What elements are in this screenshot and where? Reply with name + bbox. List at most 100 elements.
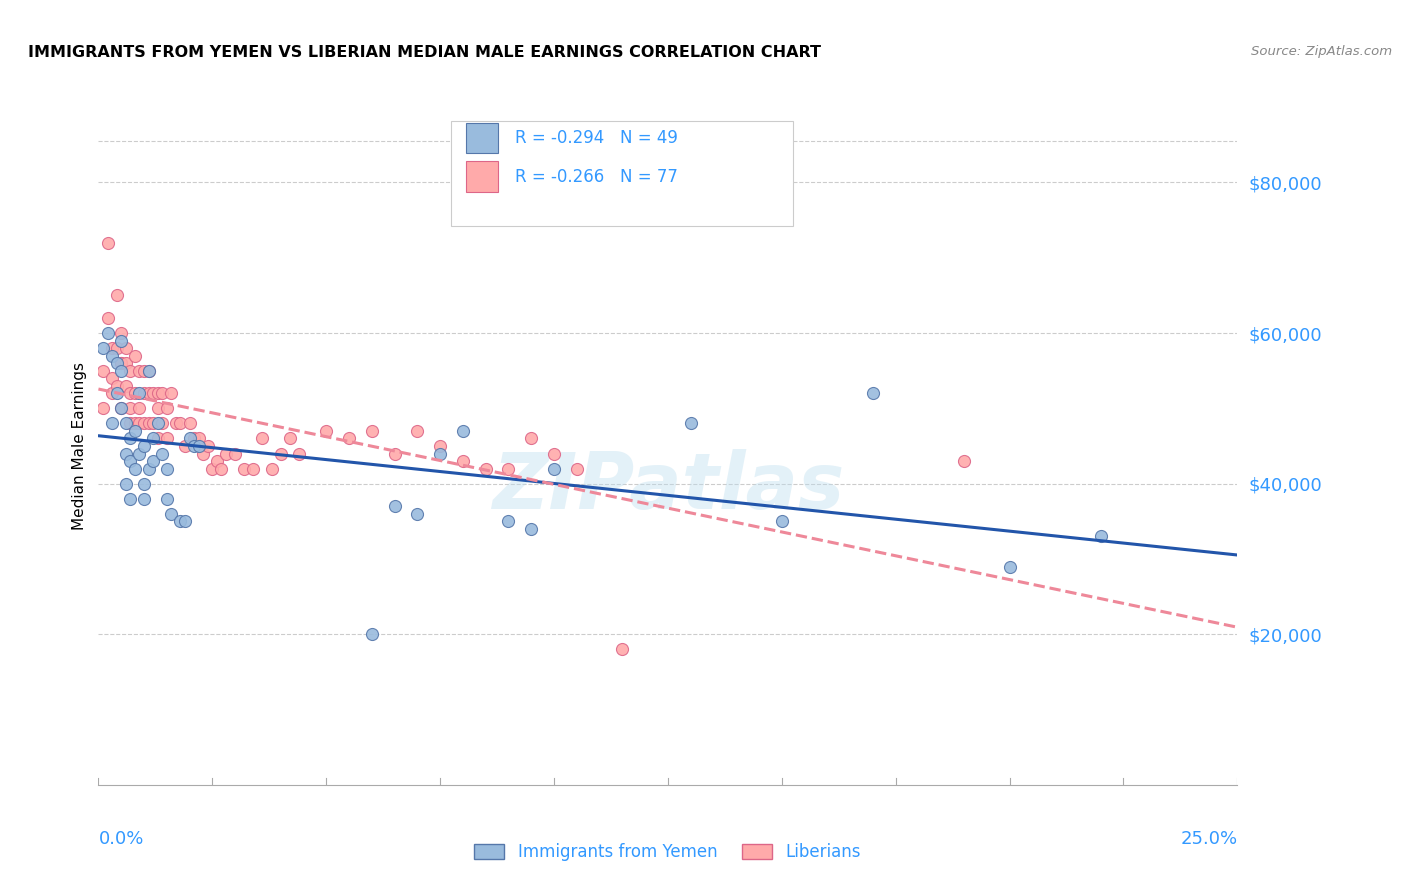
- Point: [174, 514, 197, 528]
- Point: [242, 461, 264, 475]
- Point: [233, 461, 256, 475]
- Point: [165, 417, 187, 431]
- Point: [105, 378, 128, 392]
- Point: [179, 417, 201, 431]
- Point: [156, 401, 179, 416]
- Point: [160, 386, 183, 401]
- Point: [114, 417, 136, 431]
- Point: [543, 461, 565, 475]
- Point: [101, 386, 124, 401]
- Point: [278, 432, 301, 446]
- Point: [451, 454, 474, 468]
- Point: [150, 417, 173, 431]
- Point: [360, 424, 382, 438]
- Point: [91, 341, 114, 355]
- Point: [520, 522, 543, 536]
- Text: 25.0%: 25.0%: [1180, 830, 1237, 848]
- Point: [132, 417, 155, 431]
- Point: [120, 364, 142, 378]
- Point: [138, 386, 160, 401]
- Point: [187, 439, 209, 453]
- Point: [138, 364, 160, 378]
- Point: [128, 386, 150, 401]
- Bar: [467, 122, 498, 153]
- Point: [120, 401, 142, 416]
- Point: [120, 454, 142, 468]
- Text: R = -0.294   N = 49: R = -0.294 N = 49: [515, 128, 678, 147]
- Point: [101, 371, 124, 385]
- Point: [96, 235, 118, 250]
- Point: [183, 439, 205, 453]
- Point: [110, 401, 132, 416]
- Point: [474, 461, 496, 475]
- Text: ZIPatlas: ZIPatlas: [492, 449, 844, 524]
- Point: [1090, 529, 1112, 543]
- Point: [209, 461, 232, 475]
- Point: [101, 349, 124, 363]
- Point: [142, 432, 165, 446]
- Point: [146, 432, 169, 446]
- Point: [132, 476, 155, 491]
- Point: [91, 401, 114, 416]
- Point: [128, 446, 150, 460]
- Point: [132, 386, 155, 401]
- Point: [565, 461, 588, 475]
- Point: [120, 386, 142, 401]
- Point: [862, 386, 884, 401]
- Point: [406, 424, 429, 438]
- Point: [498, 514, 520, 528]
- Point: [101, 341, 124, 355]
- Point: [612, 642, 634, 657]
- Point: [252, 432, 274, 446]
- Point: [679, 417, 702, 431]
- Point: [120, 432, 142, 446]
- Point: [406, 507, 429, 521]
- Point: [96, 310, 118, 325]
- Point: [132, 439, 155, 453]
- Point: [124, 349, 146, 363]
- Point: [110, 334, 132, 348]
- Point: [224, 446, 246, 460]
- Point: [156, 432, 179, 446]
- Point: [105, 356, 128, 370]
- Point: [169, 417, 191, 431]
- Point: [169, 514, 191, 528]
- Point: [384, 446, 406, 460]
- Point: [156, 461, 179, 475]
- Point: [124, 461, 146, 475]
- Point: [142, 454, 165, 468]
- Point: [110, 364, 132, 378]
- Point: [96, 326, 118, 340]
- Point: [150, 446, 173, 460]
- Text: R = -0.266   N = 77: R = -0.266 N = 77: [515, 168, 678, 186]
- Point: [160, 507, 183, 521]
- Point: [114, 356, 136, 370]
- Point: [132, 364, 155, 378]
- Point: [520, 432, 543, 446]
- Point: [128, 417, 150, 431]
- Point: [128, 401, 150, 416]
- Point: [187, 432, 209, 446]
- Point: [142, 417, 165, 431]
- Point: [270, 446, 292, 460]
- Point: [142, 386, 165, 401]
- Point: [124, 386, 146, 401]
- Point: [770, 514, 793, 528]
- Point: [337, 432, 360, 446]
- Point: [105, 288, 128, 302]
- Point: [105, 341, 128, 355]
- Point: [150, 386, 173, 401]
- Y-axis label: Median Male Earnings: Median Male Earnings: [72, 362, 87, 530]
- Point: [146, 417, 169, 431]
- FancyBboxPatch shape: [451, 120, 793, 226]
- Point: [156, 491, 179, 506]
- Point: [114, 446, 136, 460]
- Point: [953, 454, 976, 468]
- Point: [197, 439, 219, 453]
- Point: [498, 461, 520, 475]
- Point: [120, 417, 142, 431]
- Point: [114, 476, 136, 491]
- Point: [201, 461, 224, 475]
- Legend: Immigrants from Yemen, Liberians: Immigrants from Yemen, Liberians: [468, 837, 868, 868]
- Point: [260, 461, 283, 475]
